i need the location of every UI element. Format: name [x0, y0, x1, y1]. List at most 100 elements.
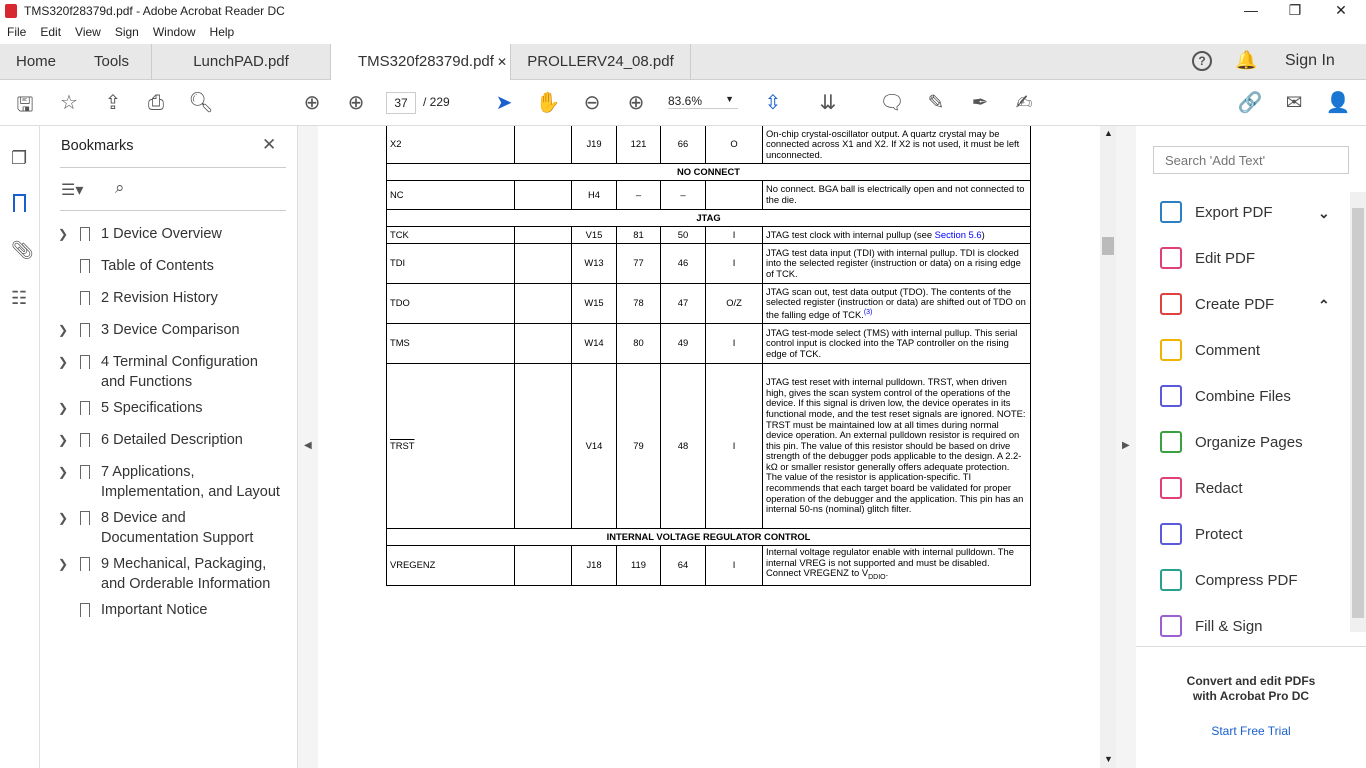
table-row: TDI W13 77 46 I JTAG test data input (TDI) wi… [387, 244, 1031, 284]
hand-tool-icon[interactable]: ✋ [535, 90, 561, 114]
tools-scroll-thumb[interactable] [1352, 208, 1364, 618]
page-total: / 229 [423, 95, 450, 109]
collapse-left-icon[interactable]: ◀ [304, 440, 312, 451]
bell-icon[interactable]: 🔔 [1235, 50, 1258, 70]
upload-icon[interactable]: ⇪ [104, 90, 122, 114]
collapse-right-icon[interactable]: ▶ [1122, 440, 1130, 451]
bookmark-star-icon[interactable]: ☆ [60, 90, 78, 114]
table-cell: 119 [617, 546, 661, 586]
options-menu-icon[interactable]: ☰▾ [61, 182, 84, 199]
page-number-input[interactable]: 37 [386, 92, 416, 114]
bookmarks-icon[interactable] [13, 194, 26, 212]
select-tool-icon[interactable]: ➤ [495, 90, 513, 114]
expand-chevron-icon[interactable]: ❯ [58, 433, 69, 447]
save-icon[interactable]: 🖫 [16, 92, 34, 116]
left-collapse-strip[interactable]: ◀ [298, 126, 318, 768]
tab-proller[interactable]: PROLLERV24_08.pdf [511, 44, 691, 80]
next-page-icon[interactable]: ⊕ [347, 90, 365, 114]
vertical-scrollbar[interactable]: ▲ ▼ [1100, 126, 1116, 768]
expand-chevron-icon[interactable]: ❯ [58, 227, 69, 241]
scroll-thumb[interactable] [1102, 237, 1114, 255]
document-view[interactable]: X2 J19 121 66 O On-chip crystal-oscillator ou… [318, 126, 1100, 768]
expand-chevron-icon[interactable]: ❯ [58, 557, 69, 571]
menu-edit[interactable]: Edit [40, 25, 62, 39]
expand-chevron-icon[interactable]: ❯ [58, 323, 69, 337]
sign-in-button[interactable]: Sign In [1285, 52, 1335, 69]
prev-page-icon[interactable]: ⊕ [303, 90, 321, 114]
section-link[interactable]: Section 5.6 [934, 228, 982, 240]
stamp-icon[interactable]: ✍ [1015, 90, 1033, 114]
zoom-in-icon[interactable]: ⊕ [627, 90, 645, 114]
page-thumbnails-icon[interactable]: ❐ [11, 148, 28, 168]
help-icon[interactable]: ? [1192, 51, 1212, 71]
table-cell: I [706, 244, 763, 284]
add-user-icon[interactable]: 👤 [1325, 90, 1351, 114]
tool-label: Export PDF [1195, 204, 1273, 221]
structure-icon[interactable]: ☷ [11, 288, 28, 308]
close-window-button[interactable]: ✕ [1335, 2, 1347, 18]
expand-chevron-icon[interactable]: ❯ [58, 511, 69, 525]
tools-scrollbar[interactable] [1350, 192, 1366, 632]
tool-label: Edit PDF [1195, 250, 1256, 267]
tab-tms320[interactable]: TMS320f28379d.pdf ✕ [331, 44, 511, 81]
bookmark-icon [80, 401, 90, 415]
menu-sign[interactable]: Sign [114, 25, 139, 39]
search-tools-input[interactable] [1153, 146, 1349, 174]
footnote-link[interactable]: (3) [863, 308, 873, 316]
table-cell [515, 181, 572, 210]
title-bar: TMS320f28379d.pdf - Adobe Acrobat Reader… [0, 0, 1366, 22]
menu-help[interactable]: Help [209, 25, 235, 39]
menu-window[interactable]: Window [152, 25, 196, 39]
table-row: TMS W14 80 49 I JTAG test-mode select (TMS) w… [387, 324, 1031, 364]
tool-label: Comment [1195, 342, 1261, 359]
tab-home[interactable]: Home [15, 53, 56, 70]
table-cell: J18 [572, 546, 617, 586]
divider [60, 167, 286, 168]
table-cell: I [706, 227, 763, 244]
tab-lunchpad[interactable]: LunchPAD.pdf [152, 44, 331, 80]
chevron-icon[interactable]: ⌃ [1318, 297, 1330, 313]
table-cell: NC [387, 181, 515, 210]
maximize-button[interactable]: ❐ [1288, 2, 1302, 18]
menu-view[interactable]: View [75, 25, 101, 39]
table-cell [515, 126, 572, 164]
promo-text: Convert and edit PDFs with Acrobat Pro DC [1136, 674, 1366, 704]
scroll-up-icon[interactable]: ▲ [1104, 128, 1113, 138]
tool-icon [1160, 339, 1182, 361]
zoom-out-icon[interactable]: ⊖ [583, 90, 601, 114]
draw-icon[interactable]: ✒ [971, 90, 989, 114]
email-icon[interactable]: ✉ [1285, 90, 1303, 114]
chevron-icon[interactable]: ⌄ [1318, 205, 1330, 221]
bookmark-icon [80, 227, 90, 241]
link-icon[interactable]: 🔗 [1237, 90, 1263, 114]
scroll-mode-icon[interactable]: ⇊ [819, 90, 837, 114]
start-trial-link[interactable]: Start Free Trial [1211, 724, 1291, 738]
expand-chevron-icon[interactable]: ❯ [58, 355, 69, 369]
close-panel-icon[interactable]: ✕ [262, 135, 277, 154]
tab-tools[interactable]: Tools [72, 44, 152, 80]
expand-chevron-icon[interactable]: ❯ [58, 401, 69, 415]
find-bookmark-icon[interactable]: ⌕ [115, 178, 125, 197]
right-collapse-strip[interactable]: ▶ [1116, 126, 1136, 768]
highlight-icon[interactable]: ✎ [927, 90, 945, 114]
menu-file[interactable]: File [7, 25, 27, 39]
table-row: NC H4– – No connect. BGA ball is electrical… [387, 181, 1031, 210]
table-cell: – [617, 181, 661, 210]
bookmark-icon [80, 465, 90, 479]
tool-label: Create PDF [1195, 296, 1275, 313]
attachments-icon[interactable]: 📎︎ [11, 240, 34, 260]
tool-label: Compress PDF [1195, 572, 1298, 589]
minimize-button[interactable]: — [1244, 2, 1258, 18]
dropdown-arrow-icon: ▼ [725, 94, 734, 104]
zoom-select[interactable]: 83.6% ▼ [668, 94, 738, 109]
print-icon[interactable]: ⎙ [148, 90, 164, 114]
find-icon[interactable]: 🔍︎ [188, 90, 214, 114]
scroll-down-icon[interactable]: ▼ [1104, 754, 1113, 764]
comment-icon[interactable]: 🗨 [879, 90, 905, 114]
page-fit-icon[interactable]: ⇳ [764, 90, 782, 114]
table-cell [515, 227, 572, 244]
close-tab-icon[interactable]: ✕ [497, 55, 508, 69]
expand-chevron-icon[interactable]: ❯ [58, 465, 69, 479]
zoom-value: 83.6% [668, 94, 703, 108]
table-row: TCK V15 81 50 I JTAG test clock with internal… [387, 227, 1031, 244]
